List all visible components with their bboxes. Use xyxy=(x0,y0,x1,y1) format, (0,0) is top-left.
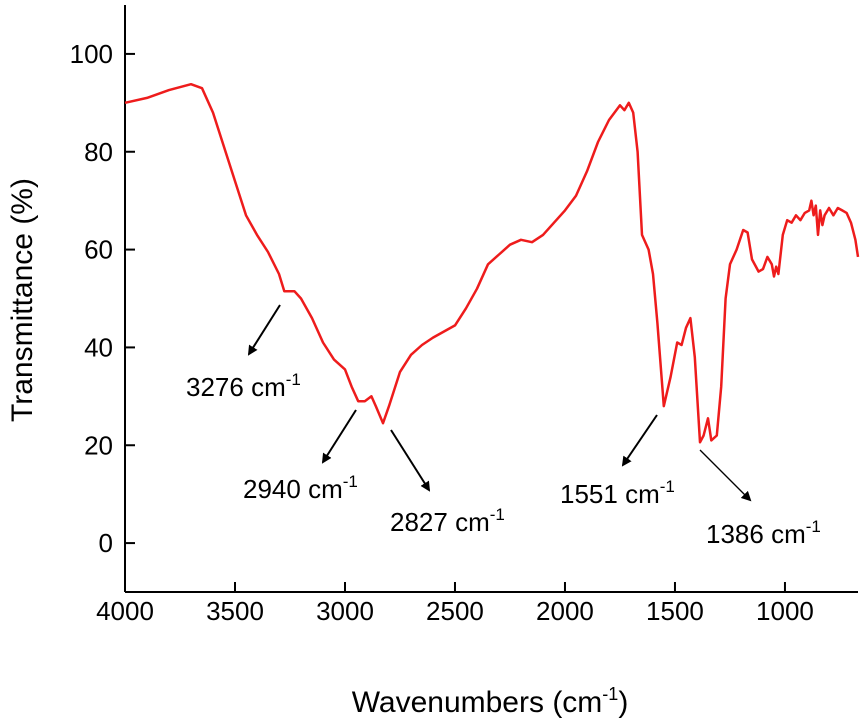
arrow xyxy=(247,304,281,356)
arrow xyxy=(699,449,752,502)
arrow xyxy=(390,429,431,492)
x-tick-label: 1000 xyxy=(756,596,814,626)
annotation-sup: -1 xyxy=(490,505,505,524)
annotation-text: 1551 cm xyxy=(560,479,660,509)
x-axis-label: Wavenumbers (cm-1) xyxy=(352,684,629,719)
annotation: 2940 cm-1 xyxy=(243,472,358,504)
x-axis-label-after: ) xyxy=(618,686,628,719)
y-tick-label: 60 xyxy=(84,235,113,265)
annotation-sup: -1 xyxy=(806,517,821,536)
x-tick-label: 2000 xyxy=(536,596,594,626)
annotation-sup: -1 xyxy=(660,477,675,496)
annotation: 2827 cm-1 xyxy=(390,505,505,537)
y-tick-label: 0 xyxy=(99,528,113,558)
annotation-text: 2940 cm xyxy=(243,474,343,504)
x-tick-label: 3500 xyxy=(206,596,264,626)
x-axis-label-sup: -1 xyxy=(602,684,618,704)
y-tick-label: 20 xyxy=(84,430,113,460)
y-tick-label: 40 xyxy=(84,332,113,362)
y-axis-label: Transmittance (%) xyxy=(6,178,39,422)
annotation: 1386 cm-1 xyxy=(706,517,821,549)
y-tick-label: 100 xyxy=(70,39,113,69)
annotation: 1551 cm-1 xyxy=(560,477,675,509)
x-tick-label: 4000 xyxy=(96,596,154,626)
x-tick-label: 2500 xyxy=(426,596,484,626)
annotation-text: 2827 cm xyxy=(390,507,490,537)
x-tick-label: 3000 xyxy=(316,596,374,626)
annotation-text: 3276 cm xyxy=(186,372,286,402)
spectrum-line xyxy=(124,82,860,444)
arrow xyxy=(621,414,658,467)
arrow xyxy=(321,409,357,464)
annotation-sup: -1 xyxy=(343,472,358,491)
annotation-sup: -1 xyxy=(286,370,301,389)
x-tick-label: 1500 xyxy=(646,596,704,626)
annotation-text: 1386 cm xyxy=(706,519,806,549)
annotation: 3276 cm-1 xyxy=(186,370,301,402)
x-axis-label-text: Wavenumbers (cm xyxy=(352,686,603,719)
y-tick-label: 80 xyxy=(84,137,113,167)
